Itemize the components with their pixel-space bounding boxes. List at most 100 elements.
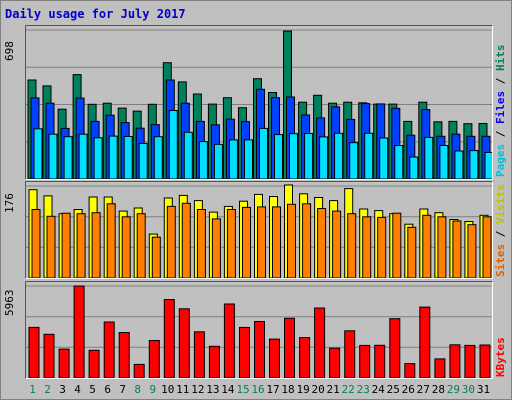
x-tick-day-22: 22: [341, 383, 355, 396]
x-tick-day-12: 12: [191, 383, 205, 396]
bar-kbytes-day-11: [178, 308, 190, 378]
bar-pages-day-6: [108, 135, 118, 179]
x-tick-day-23: 23: [356, 383, 370, 396]
x-tick-day-25: 25: [386, 383, 400, 396]
x-tick-day-3: 3: [59, 383, 66, 396]
x-tick-day-2: 2: [44, 383, 51, 396]
bar-pages-day-29: [454, 150, 464, 179]
bar-kbytes-day-9: [148, 340, 160, 378]
bar-pages-day-24: [379, 137, 389, 179]
bar-sites-day-3: [61, 212, 71, 278]
bar-kbytes-day-4: [73, 285, 85, 378]
legend-part: Sites: [494, 243, 507, 277]
bar-sites-day-2: [46, 215, 56, 278]
bar-pages-day-30: [469, 150, 479, 179]
bar-kbytes-day-3: [58, 348, 70, 378]
hits-panel-ymax-label: 698: [3, 41, 16, 61]
bar-sites-day-27: [422, 214, 432, 278]
bar-kbytes-day-22: [344, 330, 356, 378]
x-tick-day-14: 14: [221, 383, 235, 396]
bar-kbytes-day-29: [449, 344, 461, 378]
hits-files-pages-plot: [26, 29, 492, 179]
x-tick-day-26: 26: [401, 383, 415, 396]
x-tick-day-9: 9: [149, 383, 157, 396]
bar-kbytes-day-21: [329, 347, 341, 378]
x-tick-day-28: 28: [431, 383, 446, 396]
visits-sites-panel: [25, 181, 493, 279]
bar-kbytes-day-16: [254, 321, 265, 378]
bar-sites-day-21: [332, 210, 342, 278]
bar-sites-day-22: [347, 213, 357, 278]
x-tick-day-16: 16: [251, 383, 265, 396]
bar-pages-day-19: [304, 133, 314, 179]
bar-pages-day-2: [48, 133, 58, 179]
x-tick-day-15: 15: [236, 383, 250, 396]
bar-sites-day-8: [136, 213, 146, 278]
bar-pages-day-28: [439, 145, 449, 179]
bar-kbytes-day-8: [133, 363, 145, 378]
bar-sites-day-16: [257, 206, 266, 278]
hits-files-pages-legend: Pages / Files / Hits: [494, 27, 510, 178]
bar-sites-day-5: [91, 212, 101, 278]
bar-kbytes-day-19: [299, 337, 311, 378]
bar-pages-day-8: [138, 142, 148, 179]
bar-pages-day-23: [364, 132, 374, 179]
legend-part: /: [494, 71, 507, 91]
x-tick-day-29: 29: [446, 383, 461, 396]
legend-part: KBytes: [494, 337, 507, 377]
x-tick-day-17: 17: [266, 383, 280, 396]
bar-pages-day-5: [93, 137, 103, 179]
bar-sites-day-7: [121, 216, 131, 278]
bar-pages-day-7: [123, 136, 133, 179]
bar-pages-day-4: [78, 133, 88, 179]
x-tick-day-30: 30: [461, 383, 476, 396]
bar-pages-day-1: [33, 128, 43, 179]
hits-files-pages-panel: [25, 25, 493, 180]
bar-pages-day-25: [394, 145, 404, 179]
legend-part: Files: [494, 90, 507, 124]
bar-sites-day-14: [226, 209, 236, 278]
bar-kbytes-day-14: [223, 303, 235, 378]
x-tick-day-21: 21: [326, 383, 340, 396]
x-tick-day-18: 18: [281, 383, 295, 396]
visits-sites-plot: [26, 184, 492, 278]
x-axis-day-labels: 1 2 3 4 5 6 7 8 9 10 11 12 13 14 15 16 17 18 19 20 21 22 23 24 2…: [25, 381, 491, 397]
chart-title: Daily usage for July 2017: [5, 7, 186, 21]
bar-kbytes-day-23: [359, 344, 371, 378]
bar-kbytes-day-1: [28, 326, 40, 378]
bar-sites-day-31: [482, 216, 492, 278]
x-tick-day-7: 7: [119, 383, 126, 396]
bar-kbytes-day-5: [88, 349, 100, 378]
bar-sites-day-1: [31, 209, 41, 278]
bar-sites-day-12: [196, 209, 206, 278]
bar-files-day-25: [391, 107, 401, 179]
x-tick-day-8: 8: [134, 383, 141, 396]
bar-pages-day-15: [244, 139, 253, 179]
bar-sites-day-20: [317, 208, 327, 278]
bar-pages-day-31: [484, 152, 492, 179]
x-tick-day-24: 24: [371, 383, 385, 396]
legend-part: Pages: [494, 143, 507, 177]
bar-sites-day-29: [452, 220, 462, 278]
bar-sites-day-6: [106, 203, 116, 278]
x-tick-day-31: 31: [476, 383, 491, 396]
bar-pages-day-12: [198, 141, 208, 179]
bar-pages-day-22: [349, 142, 359, 179]
x-tick-day-6: 6: [104, 383, 111, 396]
visits-panel-ymax-label: 176: [3, 193, 16, 213]
x-tick-day-5: 5: [89, 383, 96, 396]
bar-kbytes-day-31: [479, 344, 491, 378]
kbytes-panel-ymax-label: 5963: [3, 289, 16, 317]
bar-kbytes-day-18: [284, 317, 295, 378]
bar-sites-day-23: [362, 216, 372, 278]
kbytes-plot: [26, 285, 492, 378]
visits-sites-legend: Sites / Visits: [494, 183, 510, 277]
bar-kbytes-day-15: [239, 326, 250, 378]
legend-part: /: [494, 224, 507, 244]
bar-pages-day-11: [183, 131, 193, 179]
bar-kbytes-day-20: [314, 307, 326, 378]
x-tick-day-27: 27: [416, 383, 430, 396]
kbytes-legend: KBytes: [494, 283, 510, 377]
bar-kbytes-day-27: [419, 306, 431, 378]
